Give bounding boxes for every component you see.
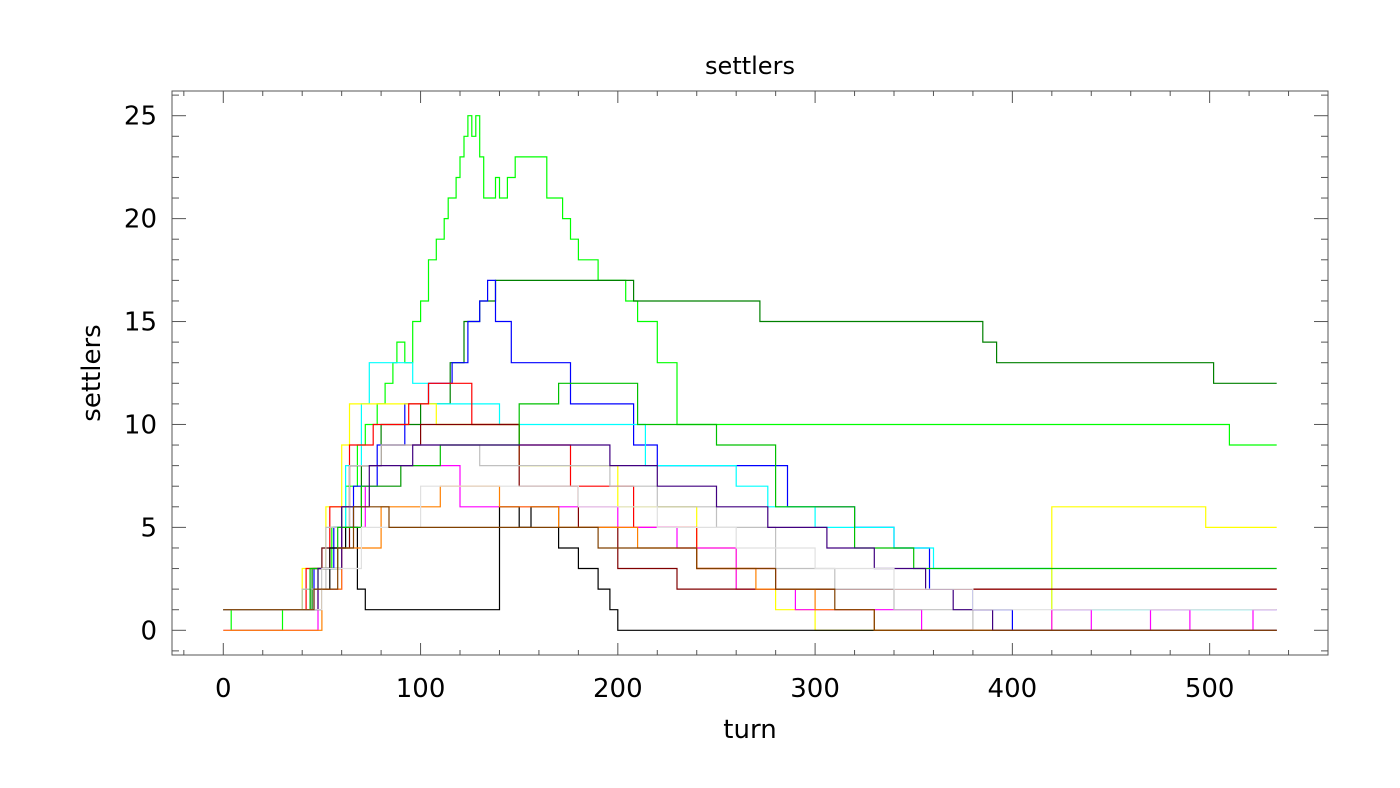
y-tick-label: 20 — [124, 205, 157, 235]
minor-ticks — [172, 91, 1329, 655]
chart-title: settlers — [705, 52, 795, 80]
x-tick-label: 400 — [988, 674, 1038, 704]
y-axis-title: settlers — [77, 324, 107, 421]
x-tick-label: 0 — [215, 674, 232, 704]
x-tick-labels: 0 100 200 300 400 500 — [215, 674, 1234, 704]
y-tick-label: 15 — [124, 308, 157, 338]
major-ticks — [172, 91, 1328, 655]
x-axis-title: turn — [723, 715, 776, 745]
series-line-15 — [223, 506, 1277, 631]
plot-frame — [171, 90, 1329, 656]
y-tick-label: 5 — [140, 513, 157, 543]
x-tick-label: 300 — [790, 674, 840, 704]
x-tick-label: 100 — [396, 674, 446, 704]
series-layer — [223, 115, 1277, 631]
series-line-1 — [223, 115, 1277, 631]
series-line-6 — [223, 382, 1277, 611]
y-tick-label: 0 — [140, 616, 157, 646]
y-tick-label: 25 — [124, 102, 157, 132]
series-line-14 — [223, 485, 1277, 611]
y-tick-labels: 0 5 10 15 20 25 — [124, 102, 157, 647]
x-tick-label: 200 — [593, 674, 643, 704]
series-line-11 — [223, 382, 1277, 611]
x-tick-label: 500 — [1185, 674, 1235, 704]
y-tick-label: 10 — [124, 410, 157, 440]
series-line-12 — [223, 485, 1277, 631]
